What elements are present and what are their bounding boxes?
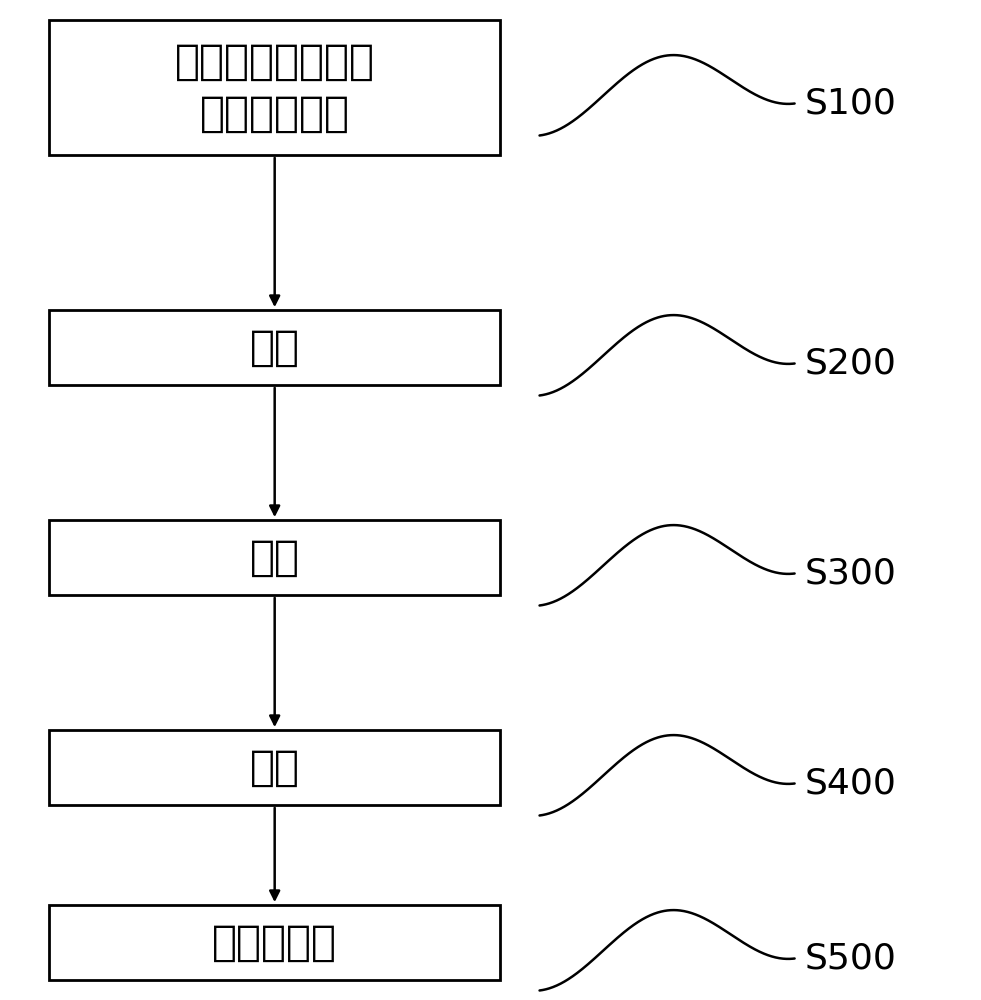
Text: 提供双通多孔氧化
铝模板电解纸: 提供双通多孔氧化 铝模板电解纸 bbox=[175, 41, 375, 134]
FancyBboxPatch shape bbox=[49, 20, 500, 155]
Text: S200: S200 bbox=[804, 347, 897, 380]
Text: 层叠: 层叠 bbox=[250, 746, 299, 788]
Text: S300: S300 bbox=[804, 556, 897, 590]
FancyBboxPatch shape bbox=[49, 520, 500, 595]
Text: 分切: 分切 bbox=[250, 326, 299, 368]
FancyBboxPatch shape bbox=[49, 730, 500, 805]
Text: S100: S100 bbox=[804, 87, 897, 120]
Text: 刺铆: 刺铆 bbox=[250, 536, 299, 578]
Text: S500: S500 bbox=[804, 942, 897, 976]
Text: S400: S400 bbox=[804, 766, 897, 800]
Text: 含浸及封装: 含浸及封装 bbox=[212, 922, 337, 964]
FancyBboxPatch shape bbox=[49, 310, 500, 385]
FancyBboxPatch shape bbox=[49, 905, 500, 980]
